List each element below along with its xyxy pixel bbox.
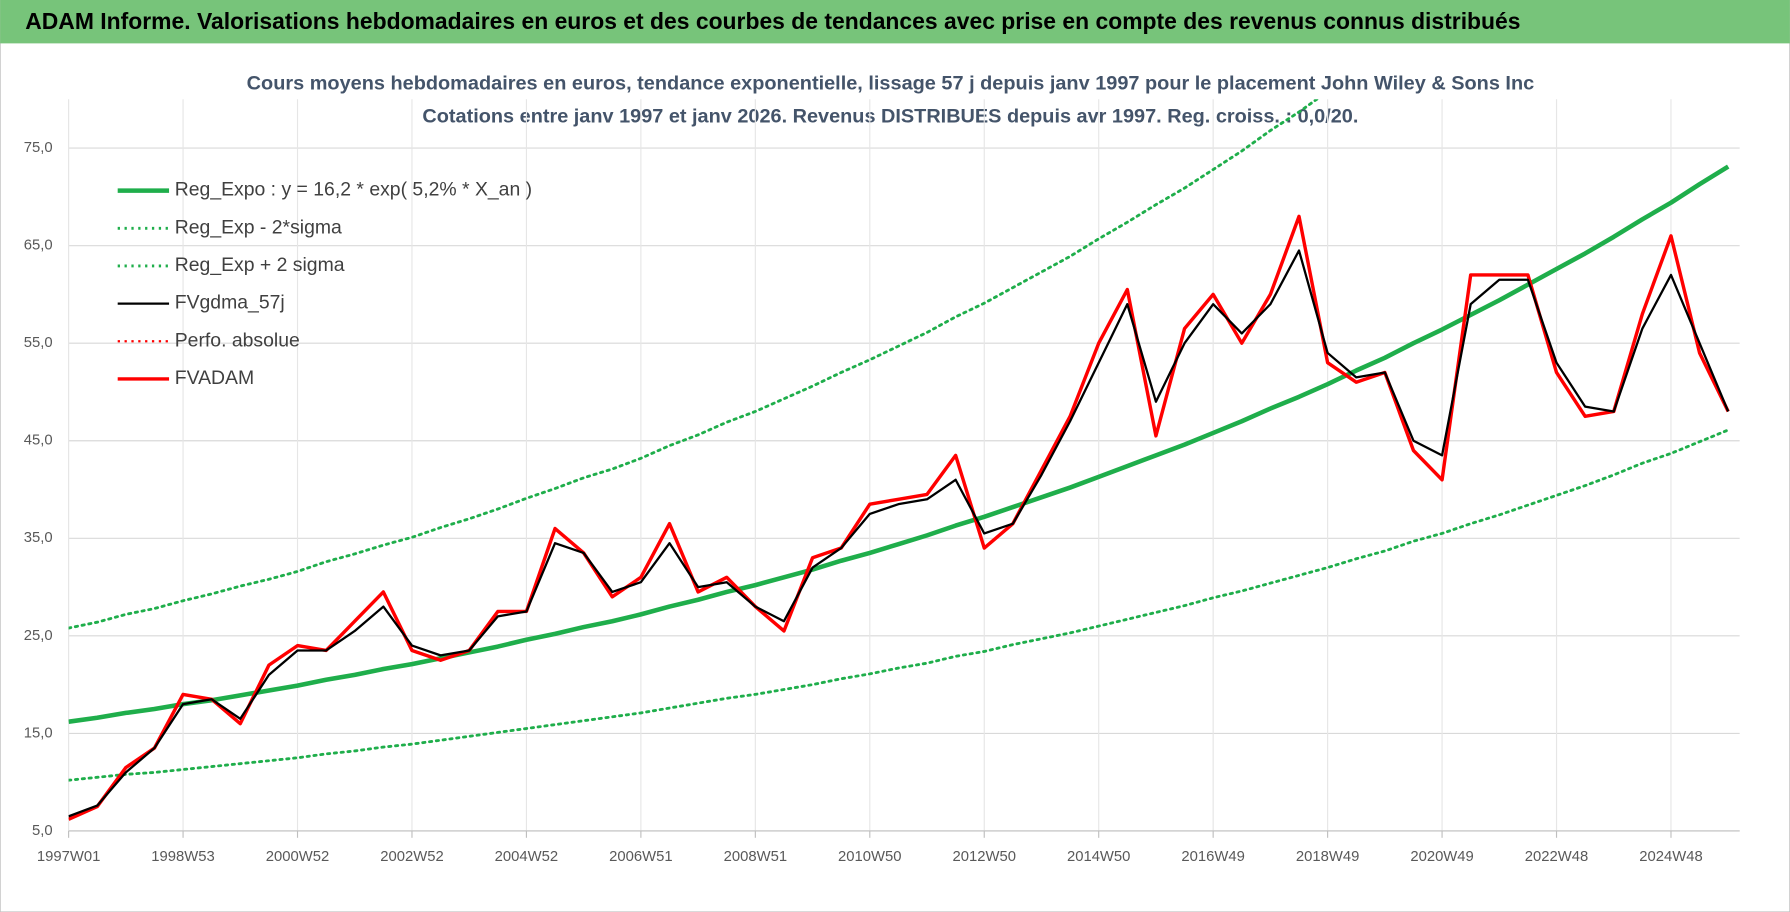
x-tick-label: 2014W50 [1067,849,1130,865]
legend-label: Reg_Exp - 2*sigma [175,216,342,238]
legend-label: FVgdma_57j [175,292,285,314]
x-tick-label: 2016W49 [1181,849,1244,865]
grid: 5,0 15,0 25,0 35,0 45,0 55,0 65,0 75,0 1997W01 19… [24,99,1740,865]
y-tick-label: 45,0 [24,433,53,449]
x-tick-label: 2002W52 [380,849,443,865]
header-title: ADAM Informe. Valorisations hebdomadaire… [25,8,1520,34]
y-tick-label: 65,0 [24,238,53,254]
x-tick-label: 2006W51 [609,849,672,865]
x-tick-label: 2010W50 [838,849,901,865]
chart-title: Cours moyens hebdomadaires en euros, ten… [247,73,1535,95]
x-tick-label: 2012W50 [953,849,1016,865]
x-tick-label: 2004W52 [495,849,558,865]
y-tick-label: 25,0 [24,628,53,644]
y-tick-label: 35,0 [24,530,53,546]
series-line [68,99,1320,630]
series-line [68,214,1730,821]
y-tick-label: 55,0 [24,335,53,351]
x-tick-label: 2020W49 [1410,849,1473,865]
legend-label: Reg_Exp + 2 sigma [175,254,345,276]
x-tick-label: 2008W51 [724,849,787,865]
x-tick-label: 2022W48 [1525,849,1588,865]
legend: Reg_Expo : y = 16,2 * exp( 5,2% * X_an )… [117,179,532,389]
chart-subtitle: Cotations entre janv 1997 et janv 2026. … [422,106,1358,128]
y-tick-label: 75,0 [24,140,53,156]
plot-area [68,99,1730,821]
legend-label: Reg_Expo : y = 16,2 * exp( 5,2% * X_an ) [175,179,532,201]
y-tick-label: 5,0 [32,823,53,839]
header-bar [0,0,1790,44]
series-line [68,428,1730,782]
legend-label: Perfo. absolue [175,329,300,351]
legend-label: FVADAM [175,367,254,389]
x-tick-label: 2000W52 [266,849,329,865]
series-line [68,249,1730,818]
x-tick-label: 1997W01 [37,849,100,865]
x-tick-label: 1998W53 [151,849,214,865]
y-tick-label: 15,0 [24,725,53,741]
x-tick-label: 2018W49 [1296,849,1359,865]
x-tick-label: 2024W48 [1639,849,1702,865]
series-line [68,164,1730,724]
